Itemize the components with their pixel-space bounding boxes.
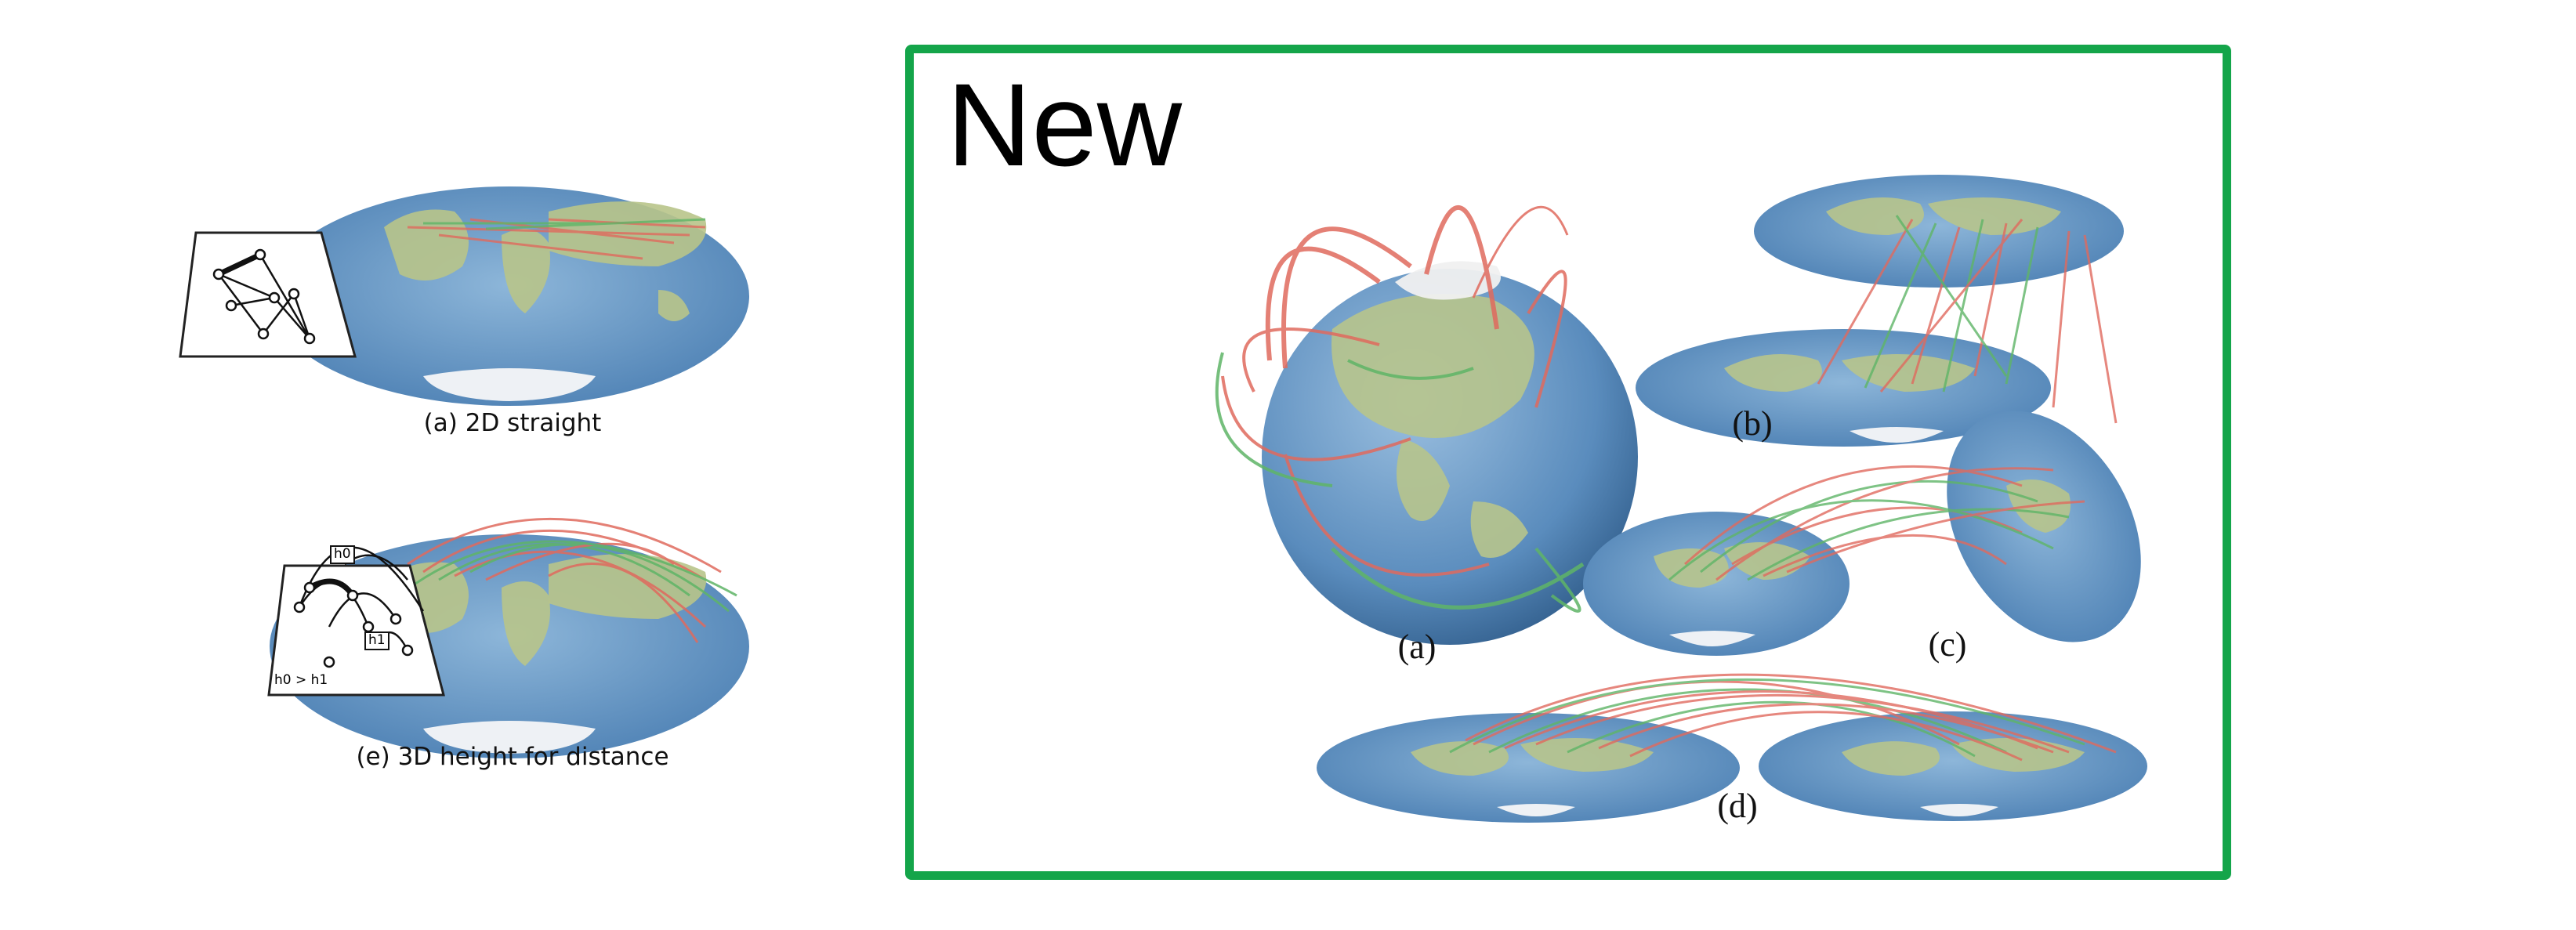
globe-view [1215, 204, 1638, 645]
inset-height-graph [267, 545, 445, 697]
inset-label-h0: h0 [334, 546, 351, 562]
new-panel-title: New [947, 59, 1183, 190]
caption-3d-height: (e) 3D height for distance [356, 743, 669, 771]
side-by-side-maps-view [1317, 673, 2147, 823]
stacked-maps-view [1636, 175, 2124, 447]
inset-label-h1: h1 [368, 632, 386, 648]
caption-tilted-c: (c) [1928, 625, 1967, 664]
caption-globe-a: (a) [1397, 628, 1437, 666]
tilted-maps-view [1583, 411, 2141, 656]
new-panel-frame [905, 45, 2231, 880]
inset-straight-graph [179, 231, 357, 358]
inset-label-compare: h0 > h1 [274, 672, 328, 688]
caption-stacked-b: (b) [1732, 404, 1773, 443]
caption-side-d: (d) [1717, 787, 1758, 825]
map-2d-straight [270, 186, 749, 406]
caption-2d-straight: (a) 2D straight [423, 409, 602, 437]
